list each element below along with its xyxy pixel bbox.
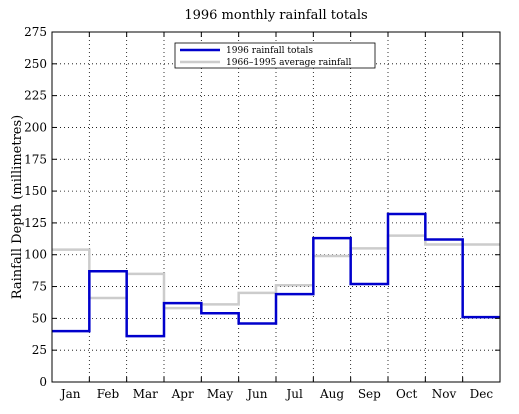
- series-lines: [52, 212, 500, 338]
- x-tick-label-dec: Dec: [470, 387, 494, 401]
- y-tick-label: 225: [24, 89, 47, 103]
- y-tick-label: 175: [24, 152, 47, 166]
- x-tick-label-jun: Jun: [245, 387, 268, 401]
- x-tick-label-jul: Jul: [284, 387, 303, 401]
- y-tick-label: 275: [24, 25, 47, 39]
- x-tick-label-mar: Mar: [133, 387, 158, 401]
- x-tick-label-oct: Oct: [396, 387, 418, 401]
- y-tick-label: 25: [32, 343, 47, 357]
- x-tick-label-apr: Apr: [171, 387, 194, 401]
- y-tick-label: 100: [24, 248, 47, 262]
- y-tick-label: 150: [24, 184, 47, 198]
- grid-lines: [52, 32, 500, 382]
- x-tick-label-jan: Jan: [59, 387, 81, 401]
- x-tick-label-feb: Feb: [97, 387, 120, 401]
- y-axis-label: Rainfall Depth (millimetres): [10, 115, 25, 299]
- x-tick-label-sep: Sep: [358, 387, 381, 401]
- x-tick-label-aug: Aug: [319, 387, 344, 401]
- x-axis-ticks: Jan Feb Mar Apr May Jun Jul Aug Sep Oct Nov Dec: [59, 32, 494, 401]
- y-tick-label: 75: [32, 280, 47, 294]
- y-tick-label: 250: [24, 57, 47, 71]
- y-tick-label: 0: [39, 375, 47, 389]
- y-tick-label: 200: [24, 120, 47, 134]
- legend: 1996 rainfall totals 1966–1995 average r…: [174, 42, 376, 69]
- y-tick-label: 125: [24, 216, 47, 230]
- legend-label-average: 1966–1995 average rainfall: [226, 58, 351, 68]
- x-tick-label-nov: Nov: [432, 387, 457, 401]
- legend-box: [174, 42, 376, 69]
- series-line-1996: [52, 212, 500, 338]
- legend-label-1996: 1996 rainfall totals: [226, 46, 313, 56]
- chart-title: 1996 monthly rainfall totals: [184, 8, 367, 23]
- y-tick-label: 50: [32, 311, 47, 325]
- y-axis-ticks: 0 25 50 75 100 125 150 175 200 225 250 275: [24, 25, 500, 389]
- x-tick-label-may: May: [207, 387, 233, 401]
